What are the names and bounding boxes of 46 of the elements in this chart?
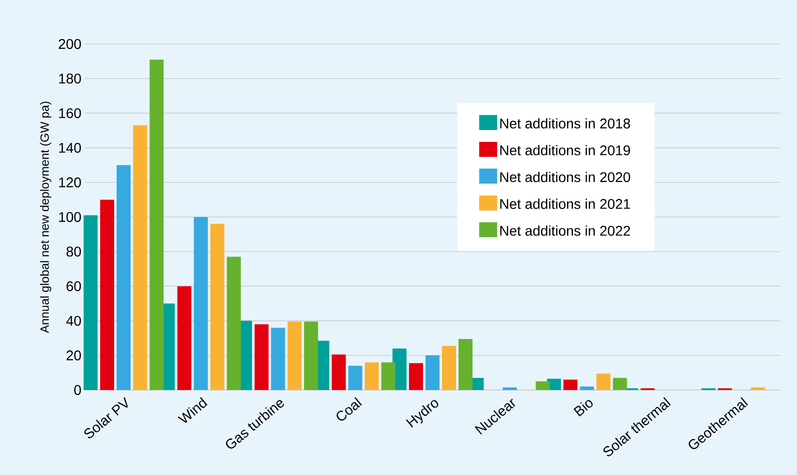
bar xyxy=(116,165,131,390)
legend-label: Net additions in 2018 xyxy=(500,118,630,128)
y-tick-label: 60 xyxy=(66,281,81,292)
bar xyxy=(536,381,550,390)
y-tick-label: 120 xyxy=(59,177,81,188)
y-tick-label: 40 xyxy=(66,316,81,326)
y-tick-label: 160 xyxy=(59,108,81,118)
y-axis-title: Annual global net new deployment (GW pa) xyxy=(40,102,52,334)
bar xyxy=(458,338,473,390)
bar xyxy=(364,362,379,390)
bar xyxy=(177,286,192,390)
legend-label: Net additions in 2019 xyxy=(500,145,630,156)
y-tick-label: 100 xyxy=(59,212,81,222)
x-tick-label: Bio xyxy=(574,400,593,417)
bar xyxy=(150,60,164,390)
bar xyxy=(210,224,224,390)
bar xyxy=(409,363,424,390)
bar xyxy=(288,322,302,390)
legend-label: Net additions in 2022 xyxy=(500,225,630,236)
bar xyxy=(194,217,208,390)
bar xyxy=(254,324,269,390)
bar xyxy=(596,374,610,390)
bar xyxy=(563,380,578,390)
y-tick-label: 0 xyxy=(74,385,81,395)
y-tick-label: 200 xyxy=(58,39,81,49)
legend-label: Net additions in 2020 xyxy=(500,172,630,182)
bar xyxy=(750,387,765,390)
bar xyxy=(502,387,517,390)
bar xyxy=(304,322,318,390)
bar xyxy=(381,362,396,390)
bar xyxy=(612,378,627,390)
bar xyxy=(426,355,440,390)
bar xyxy=(580,386,594,390)
bar xyxy=(226,256,241,390)
y-tick-label: 140 xyxy=(59,142,81,153)
bar xyxy=(84,215,98,390)
bar xyxy=(442,346,456,390)
bar xyxy=(271,328,286,390)
bar xyxy=(348,366,362,390)
bar xyxy=(100,200,114,390)
bar xyxy=(133,125,148,390)
y-tick-label: 20 xyxy=(66,350,81,360)
y-tick-label: 180 xyxy=(59,74,81,84)
legend-label: Net additions in 2021 xyxy=(500,198,630,209)
y-tick-label: 80 xyxy=(66,246,81,257)
bar xyxy=(332,354,346,390)
